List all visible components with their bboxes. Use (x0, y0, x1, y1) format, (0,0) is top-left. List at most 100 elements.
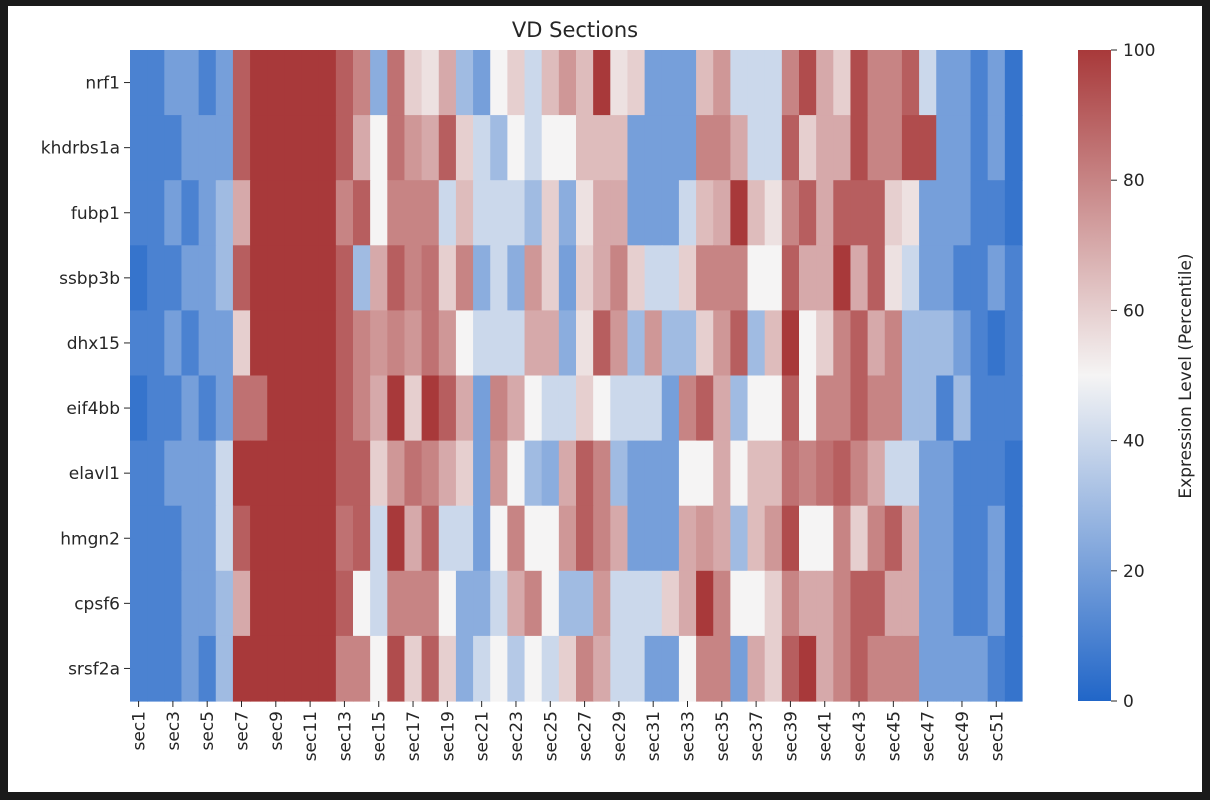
heatmap-cell (541, 245, 560, 311)
heatmap-cell (901, 570, 920, 637)
heatmap-cell (850, 570, 869, 637)
heatmap-cell (987, 115, 1006, 181)
heatmap-cell (353, 245, 371, 311)
heatmap-cell (250, 180, 268, 246)
heatmap-cell (198, 570, 217, 637)
heatmap-cell (644, 375, 663, 442)
heatmap-cell (799, 635, 817, 702)
heatmap-cell (781, 635, 800, 702)
heatmap-cell (713, 50, 731, 116)
colorbar-tick-label: 80 (1123, 171, 1145, 191)
heatmap-cell (678, 375, 697, 442)
x-tick-label: sec51 (987, 711, 1007, 761)
heatmap-cell (987, 50, 1006, 116)
heatmap-cell (644, 245, 663, 311)
heatmap-cell (232, 50, 251, 116)
heatmap-cell (370, 180, 388, 246)
heatmap-cell (747, 635, 766, 702)
heatmap-cell (404, 245, 423, 311)
heatmap-cell (970, 115, 989, 181)
heatmap-cell (558, 115, 577, 181)
colorbar-tick-label: 100 (1123, 41, 1155, 61)
heatmap-cell (610, 635, 629, 702)
heatmap-cell (627, 440, 646, 507)
heatmap-cell (198, 635, 217, 702)
heatmap-cell (781, 440, 800, 507)
heatmap-cell (833, 50, 852, 116)
heatmap-cell (318, 245, 337, 311)
heatmap-cell (284, 375, 303, 442)
x-tick-label: sec33 (679, 711, 699, 761)
heatmap-cell (524, 50, 543, 116)
heatmap-cell (644, 115, 663, 181)
heatmap-cell (524, 570, 543, 637)
heatmap-cell (661, 440, 680, 507)
heatmap-cell (919, 505, 937, 572)
heatmap-cell (215, 505, 234, 572)
heatmap-cell (678, 310, 697, 377)
heatmap-cell (867, 570, 886, 637)
heatmap-cell (301, 375, 320, 442)
heatmap-cell (953, 635, 972, 702)
heatmap-cell (370, 635, 388, 702)
heatmap-cell (1004, 115, 1023, 181)
heatmap-cell (970, 180, 989, 246)
heatmap-cell (696, 375, 714, 442)
heatmap-cell (593, 570, 611, 637)
heatmap-cell (318, 440, 337, 507)
heatmap-cell (387, 115, 406, 181)
heatmap-cell (593, 180, 611, 246)
y-tick-label: fubp1 (71, 204, 120, 224)
heatmap-cell (627, 50, 646, 116)
x-tick-label: sec27 (576, 711, 596, 761)
heatmap-cell (696, 570, 714, 637)
heatmap-cell (335, 635, 354, 702)
heatmap-cell (919, 245, 937, 311)
x-tick-label: sec7 (233, 711, 253, 750)
heatmap-cell (576, 180, 594, 246)
heatmap-cell (438, 310, 457, 377)
heatmap-cell (833, 635, 852, 702)
x-axis: sec1 sec3 sec5 sec7 sec9 sec11 sec13 sec15 sec17… (130, 701, 1007, 761)
heatmap-cell (764, 440, 783, 507)
heatmap-cell (987, 635, 1006, 702)
heatmap-cell (473, 440, 491, 507)
x-tick-label: sec47 (919, 711, 939, 761)
heatmap-cell (130, 440, 148, 507)
heatmap-cell (318, 375, 337, 442)
heatmap-cell (558, 245, 577, 311)
heatmap-cell (593, 505, 611, 572)
heatmap-cell (644, 310, 663, 377)
heatmap-cell (919, 570, 937, 637)
heatmap-cell (284, 245, 303, 311)
heatmap-cell (421, 180, 440, 246)
heatmap-cell (833, 310, 852, 377)
heatmap-cell (267, 505, 285, 572)
heatmap-cell (335, 245, 354, 311)
y-tick-label: ssbp3b (59, 269, 120, 289)
heatmap-cell (1004, 505, 1023, 572)
heatmap-cell (250, 310, 268, 377)
x-tick-label: sec31 (644, 711, 664, 761)
heatmap-cell (404, 375, 423, 442)
heatmap-cell (335, 440, 354, 507)
heatmap-cell (833, 180, 852, 246)
heatmap-cell (215, 375, 234, 442)
heatmap-cell (816, 635, 834, 702)
heatmap-cell (678, 440, 697, 507)
heatmap-cell (455, 635, 474, 702)
heatmap-cell (764, 635, 783, 702)
heatmap-cell (507, 635, 526, 702)
heatmap-cell (696, 50, 714, 116)
heatmap-cell (301, 505, 320, 572)
x-tick-label: sec9 (267, 711, 287, 750)
heatmap-cell (421, 50, 440, 116)
heatmap-cell (147, 570, 165, 637)
x-tick-label: sec43 (850, 711, 870, 761)
heatmap-cell (781, 570, 800, 637)
heatmap-cell (644, 635, 663, 702)
heatmap-cell (730, 505, 749, 572)
heatmap-cell (353, 440, 371, 507)
colorbar-tick-label: 0 (1123, 692, 1134, 712)
heatmap-cell (730, 180, 749, 246)
